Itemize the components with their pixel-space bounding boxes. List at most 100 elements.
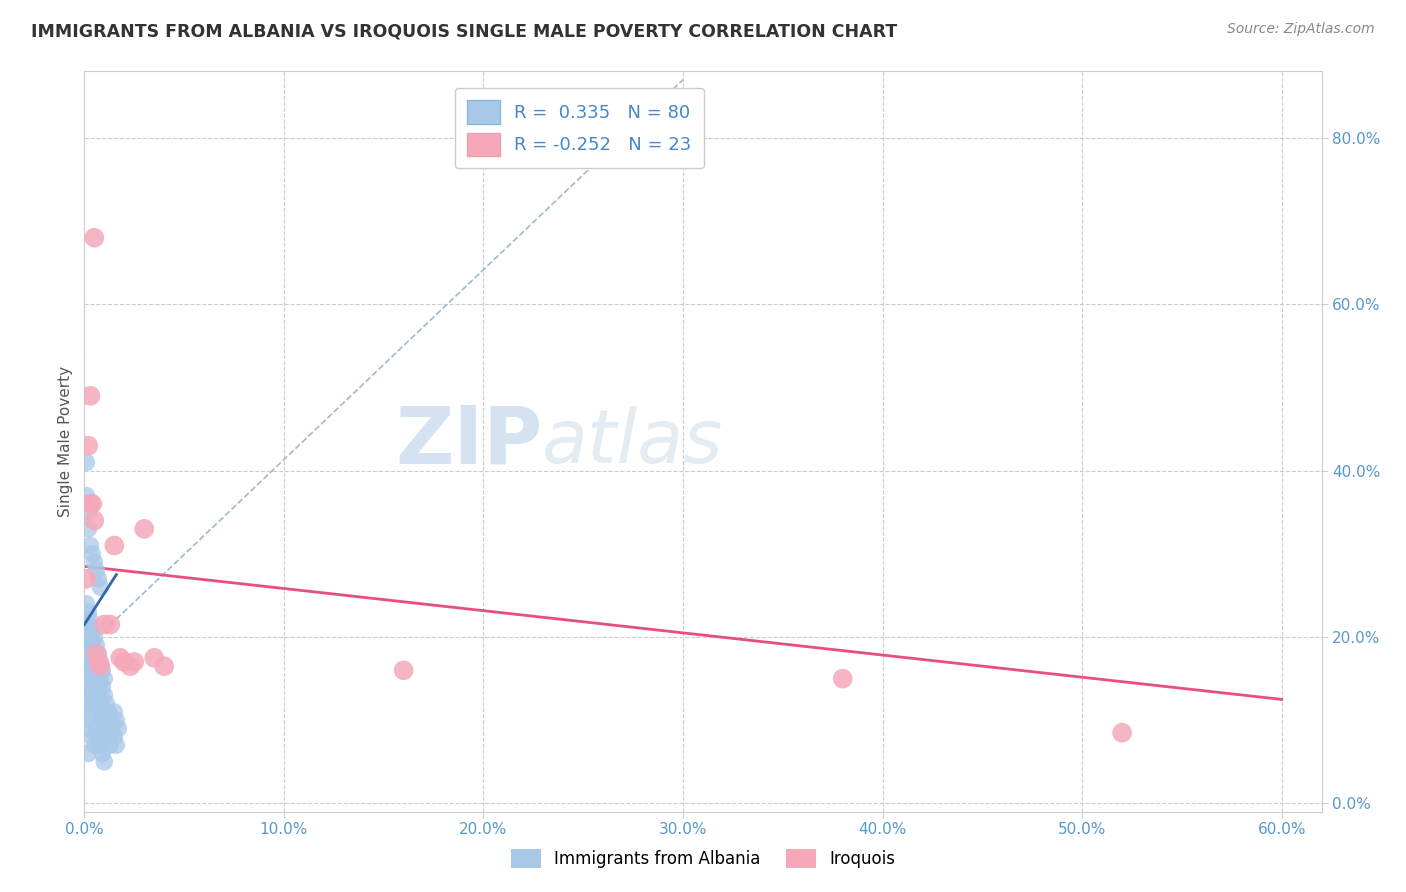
Point	[105, 713, 128, 727]
Point	[1111, 725, 1133, 739]
Point	[79, 705, 101, 719]
Point	[98, 617, 121, 632]
Point	[89, 705, 111, 719]
Point	[93, 672, 115, 686]
Point	[83, 680, 105, 694]
Point	[89, 738, 111, 752]
Point	[96, 697, 118, 711]
Point	[82, 688, 104, 702]
Point	[83, 514, 105, 528]
Point	[83, 738, 105, 752]
Point	[122, 655, 145, 669]
Point	[86, 680, 108, 694]
Point	[97, 730, 120, 744]
Point	[75, 638, 97, 652]
Point	[91, 705, 114, 719]
Point	[134, 522, 156, 536]
Point	[75, 663, 97, 677]
Point	[89, 580, 111, 594]
Point	[87, 697, 110, 711]
Point	[103, 730, 125, 744]
Point	[77, 672, 100, 686]
Point	[89, 697, 111, 711]
Point	[89, 655, 111, 669]
Point	[91, 680, 114, 694]
Point	[79, 680, 101, 694]
Point	[77, 505, 100, 519]
Point	[77, 722, 100, 736]
Point	[86, 722, 108, 736]
Point	[87, 655, 110, 669]
Point	[86, 655, 108, 669]
Point	[83, 630, 105, 644]
Point	[75, 614, 97, 628]
Point	[105, 738, 128, 752]
Point	[96, 722, 118, 736]
Text: atlas: atlas	[543, 406, 724, 477]
Point	[75, 489, 97, 503]
Point	[91, 663, 114, 677]
Point	[89, 659, 111, 673]
Point	[87, 688, 110, 702]
Point	[75, 455, 97, 469]
Point	[91, 747, 114, 761]
Point	[79, 539, 101, 553]
Point	[86, 647, 108, 661]
Point	[107, 722, 129, 736]
Point	[77, 622, 100, 636]
Point	[143, 650, 166, 665]
Point	[110, 650, 132, 665]
Point	[77, 605, 100, 619]
Point	[75, 713, 97, 727]
Point	[82, 672, 104, 686]
Point	[93, 755, 115, 769]
Point	[79, 663, 101, 677]
Point	[82, 622, 104, 636]
Point	[93, 713, 115, 727]
Point	[82, 497, 104, 511]
Point	[120, 659, 142, 673]
Point	[75, 630, 97, 644]
Point	[77, 747, 100, 761]
Legend: Immigrants from Albania, Iroquois: Immigrants from Albania, Iroquois	[505, 843, 901, 875]
Point	[83, 231, 105, 245]
Point	[77, 647, 100, 661]
Point	[91, 713, 114, 727]
Point	[89, 672, 111, 686]
Point	[103, 705, 125, 719]
Text: ZIP: ZIP	[395, 402, 543, 481]
Point	[83, 647, 105, 661]
Y-axis label: Single Male Poverty: Single Male Poverty	[58, 366, 73, 517]
Point	[103, 539, 125, 553]
Point	[77, 439, 100, 453]
Point	[112, 655, 135, 669]
Point	[82, 547, 104, 561]
Point	[79, 630, 101, 644]
Point	[79, 497, 101, 511]
Point	[93, 617, 115, 632]
Point	[87, 647, 110, 661]
Point	[86, 564, 108, 578]
Point	[77, 655, 100, 669]
Point	[98, 738, 121, 752]
Text: IMMIGRANTS FROM ALBANIA VS IROQUOIS SINGLE MALE POVERTY CORRELATION CHART: IMMIGRANTS FROM ALBANIA VS IROQUOIS SING…	[31, 22, 897, 40]
Point	[82, 730, 104, 744]
Point	[75, 688, 97, 702]
Point	[93, 722, 115, 736]
Point	[87, 730, 110, 744]
Legend: R =  0.335   N = 80, R = -0.252   N = 23: R = 0.335 N = 80, R = -0.252 N = 23	[454, 87, 704, 169]
Point	[153, 659, 176, 673]
Point	[87, 572, 110, 586]
Point	[79, 389, 101, 403]
Point	[79, 614, 101, 628]
Point	[98, 713, 121, 727]
Point	[831, 672, 853, 686]
Point	[86, 688, 108, 702]
Point	[77, 522, 100, 536]
Text: Source: ZipAtlas.com: Source: ZipAtlas.com	[1227, 22, 1375, 37]
Point	[86, 638, 108, 652]
Point	[79, 655, 101, 669]
Point	[83, 555, 105, 569]
Point	[101, 722, 124, 736]
Point	[93, 688, 115, 702]
